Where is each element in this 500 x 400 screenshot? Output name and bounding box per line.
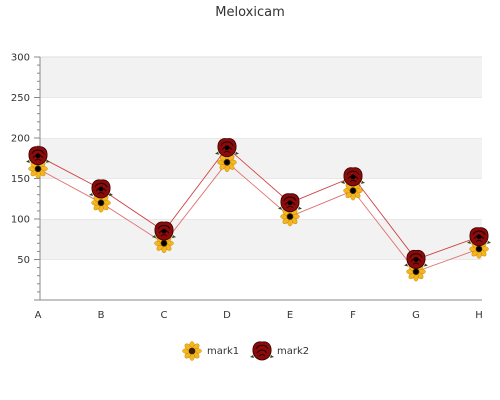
grid-bands bbox=[40, 56, 482, 300]
series-line bbox=[37, 161, 480, 273]
data-point-dot bbox=[161, 240, 167, 246]
grid-band bbox=[40, 97, 482, 138]
series-mark2 bbox=[25, 137, 492, 270]
y-axis-ticks: 50 100 150 200 250 300 bbox=[11, 53, 40, 301]
data-point-dot bbox=[350, 188, 356, 194]
data-point-dot bbox=[350, 174, 356, 180]
legend: mark1 mark2 bbox=[182, 341, 309, 361]
legend-sunflower-icon bbox=[182, 341, 202, 361]
x-axis-ticks: A B C D E F G H bbox=[35, 310, 483, 321]
y-tick-label: 200 bbox=[11, 134, 30, 145]
legend-label: mark2 bbox=[277, 346, 309, 357]
x-tick-label: H bbox=[475, 310, 483, 321]
data-point-dot bbox=[224, 159, 230, 165]
x-tick-label: A bbox=[35, 310, 42, 321]
data-point-dot bbox=[98, 186, 104, 192]
data-point-dot bbox=[413, 269, 419, 275]
x-tick-label: C bbox=[161, 310, 168, 321]
grid-band bbox=[40, 178, 482, 219]
y-tick-label: 150 bbox=[11, 174, 30, 185]
data-point-dot bbox=[476, 234, 482, 240]
data-point-dot bbox=[224, 145, 230, 151]
x-tick-label: F bbox=[350, 310, 356, 321]
data-point-dot bbox=[287, 214, 293, 219]
grid-band bbox=[40, 57, 482, 98]
data-point-dot bbox=[35, 153, 41, 159]
y-tick-label: 50 bbox=[17, 255, 30, 266]
y-tick-label: 100 bbox=[11, 215, 30, 226]
data-point-dot bbox=[287, 200, 293, 206]
data-point-dot bbox=[161, 228, 167, 234]
legend-rose-icon bbox=[249, 341, 275, 361]
grid-band bbox=[40, 259, 482, 300]
y-tick-label: 250 bbox=[11, 93, 30, 104]
data-point-dot bbox=[413, 257, 419, 262]
series-layer bbox=[25, 137, 492, 282]
data-point-dot bbox=[98, 200, 104, 206]
series-line bbox=[37, 147, 480, 261]
chart-title: Meloxicam bbox=[215, 5, 284, 20]
x-tick-label: E bbox=[287, 310, 293, 321]
series-mark1 bbox=[28, 152, 489, 282]
data-point-dot bbox=[476, 246, 482, 252]
x-tick-label: B bbox=[98, 310, 105, 321]
x-tick-label: G bbox=[412, 310, 420, 321]
legend-label: mark1 bbox=[207, 346, 239, 357]
y-tick-label: 300 bbox=[11, 53, 30, 64]
data-point-dot bbox=[35, 166, 41, 172]
grid-band bbox=[40, 138, 482, 179]
x-tick-label: D bbox=[223, 310, 231, 321]
